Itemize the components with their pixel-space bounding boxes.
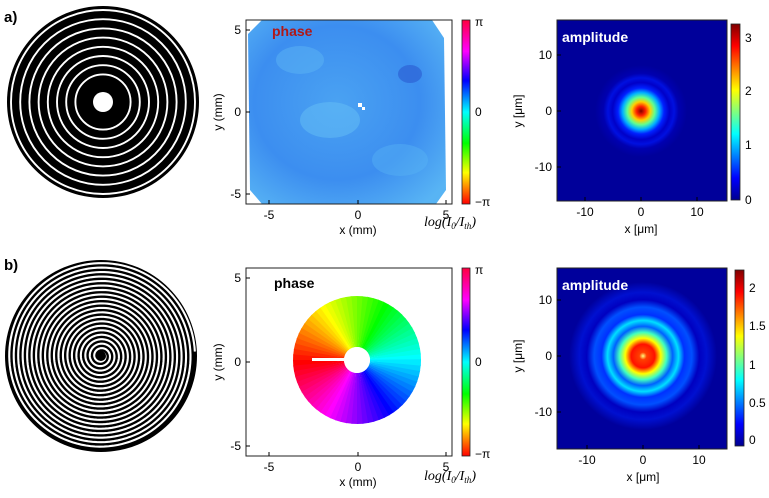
amplitude-spot-a xyxy=(595,65,687,157)
amp-b-cbar-2: 2 xyxy=(749,281,756,295)
amp-b-xtick-neg10: -10 xyxy=(578,453,596,467)
phase-b-cbar-negpi: −π xyxy=(475,447,490,461)
amp-a-ytick-10: 10 xyxy=(539,48,553,62)
phase-b-ytick-neg5: -5 xyxy=(230,439,241,453)
row-a-label: a) xyxy=(4,9,17,26)
amp-b-cbar-0: 0 xyxy=(749,433,756,447)
amplitude-panel-a: amplitude -10 0 10 10 0 -10 x [μm] y [μm… xyxy=(511,19,752,236)
phase-a-cbar-negpi: −π xyxy=(475,195,490,209)
phase-a-ytick-0: 0 xyxy=(234,105,241,119)
amp-a-colorbar xyxy=(730,23,741,201)
phase-a-ylabel: y (mm) xyxy=(211,93,225,130)
amp-b-ytick-0: 0 xyxy=(545,349,552,363)
phase-a-colorbar-label: log(I0/Ith) xyxy=(424,215,476,231)
amp-a-cbar-3: 3 xyxy=(745,31,752,45)
amp-b-cbar-1: 1 xyxy=(749,358,756,372)
amplitude-spot-b xyxy=(569,282,717,430)
phase-b-ytick-0: 0 xyxy=(234,355,241,369)
phase-a-xtick-neg5: -5 xyxy=(264,208,275,222)
amp-b-ylabel: y [μm] xyxy=(511,340,525,373)
amp-a-cbar-0: 0 xyxy=(745,193,752,207)
amp-b-ytick-10: 10 xyxy=(539,293,553,307)
concentric-ring-mask xyxy=(7,6,199,198)
phase-b-ylabel: y (mm) xyxy=(211,343,225,380)
amp-b-cbar-1-5: 1.5 xyxy=(749,319,766,333)
phase-a-xtick-5: 5 xyxy=(443,208,450,222)
amp-a-xtick-10: 10 xyxy=(690,205,704,219)
amp-a-ylabel: y [μm] xyxy=(511,95,525,128)
phase-a-xlabel: x (mm) xyxy=(339,223,376,237)
amp-b-colorbar xyxy=(734,269,745,447)
vortex-phase-map xyxy=(293,296,421,424)
phase-b-xtick-0: 0 xyxy=(355,460,362,474)
phase-title-a: phase xyxy=(272,23,313,39)
amplitude-title-b: amplitude xyxy=(562,277,628,293)
amp-b-xlabel: x [μm] xyxy=(627,470,660,484)
amp-b-xtick-10: 10 xyxy=(692,453,706,467)
phase-a-xtick-0: 0 xyxy=(355,208,362,222)
amp-a-xlabel: x [μm] xyxy=(625,222,658,236)
phase-b-cbar-0: 0 xyxy=(475,355,482,369)
phase-b-xtick-neg5: -5 xyxy=(264,460,275,474)
phase-title-b: phase xyxy=(274,275,315,291)
phase-a-cbar-0: 0 xyxy=(475,105,482,119)
phase-b-xtick-5: 5 xyxy=(443,460,450,474)
amp-b-xtick-0: 0 xyxy=(640,453,647,467)
phase-b-ytick-5: 5 xyxy=(234,271,241,285)
amp-a-cbar-2: 2 xyxy=(745,84,752,98)
phase-a-ytick-5: 5 xyxy=(234,23,241,37)
spiral-mask xyxy=(5,260,197,452)
amp-a-xtick-0: 0 xyxy=(638,205,645,219)
phase-panel-a: phase -5 0 5 5 0 -5 x (mm) y (mm) π 0 −π… xyxy=(211,15,490,237)
phase-panel-b: phase -5 0 5 5 0 -5 x (mm) y (mm) π 0 −π… xyxy=(211,263,490,489)
amp-a-ytick-0: 0 xyxy=(545,104,552,118)
amplitude-panel-b: amplitude -10 0 10 10 0 -10 x [μm] y [μm… xyxy=(511,267,766,484)
phase-a-colorbar xyxy=(461,19,471,205)
phase-b-xlabel: x (mm) xyxy=(339,475,376,489)
amp-b-ytick-neg10: -10 xyxy=(535,405,553,419)
phase-b-colorbar xyxy=(461,267,471,457)
phase-a-ytick-neg5: -5 xyxy=(230,187,241,201)
phase-b-colorbar-label: log(I0/Ith) xyxy=(424,469,476,485)
amp-a-xtick-neg10: -10 xyxy=(576,205,594,219)
amp-a-cbar-1: 1 xyxy=(745,138,752,152)
phase-b-cbar-pi: π xyxy=(475,263,483,277)
phase-a-cbar-pi: π xyxy=(475,15,483,29)
amp-b-cbar-0-5: 0.5 xyxy=(749,396,766,410)
amplitude-title-a: amplitude xyxy=(562,29,628,45)
amp-a-ytick-neg10: -10 xyxy=(535,160,553,174)
row-b-label: b) xyxy=(4,257,18,274)
